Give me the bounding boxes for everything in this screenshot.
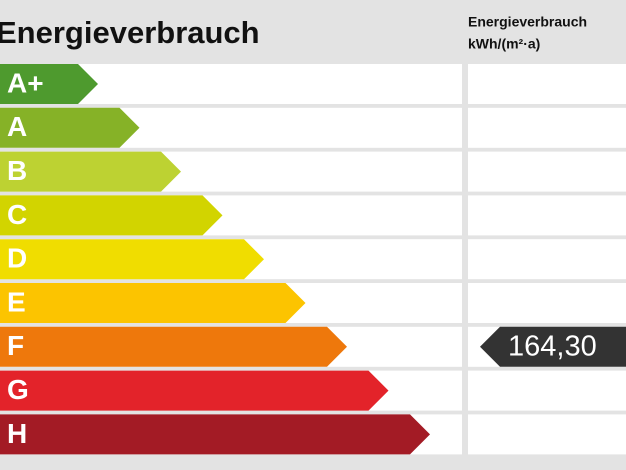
- row-right: [468, 283, 626, 323]
- class-label: D: [7, 243, 27, 274]
- class-arrow: [0, 370, 389, 411]
- class-label: E: [7, 286, 26, 317]
- title: Energieverbrauch: [0, 15, 260, 50]
- row-right: [468, 239, 626, 280]
- class-label: A: [7, 111, 27, 142]
- class-label: G: [7, 374, 29, 405]
- class-label: C: [7, 199, 27, 230]
- value-indicator: [480, 326, 626, 367]
- class-arrow: [0, 195, 223, 236]
- class-arrow: [0, 239, 264, 280]
- row-right: [468, 107, 626, 148]
- class-arrow: [0, 326, 347, 367]
- class-arrow: [0, 151, 181, 192]
- column-title: Energieverbrauch: [468, 14, 587, 30]
- row-right: [468, 414, 626, 455]
- column-unit: kWh/(m²·a): [468, 36, 540, 52]
- class-arrow: [0, 107, 140, 148]
- row-right: [468, 370, 626, 411]
- row-right: [468, 195, 626, 236]
- row-right: [468, 151, 626, 192]
- row-right: [468, 64, 626, 104]
- class-arrow: [0, 64, 98, 104]
- class-arrow: [0, 283, 306, 323]
- class-arrow: [0, 414, 430, 455]
- class-label: B: [7, 155, 27, 186]
- class-label: F: [7, 330, 24, 361]
- header-band: [0, 5, 462, 60]
- class-label: H: [7, 418, 27, 449]
- value-label: 164,30: [508, 330, 597, 362]
- class-label: A+: [7, 67, 44, 98]
